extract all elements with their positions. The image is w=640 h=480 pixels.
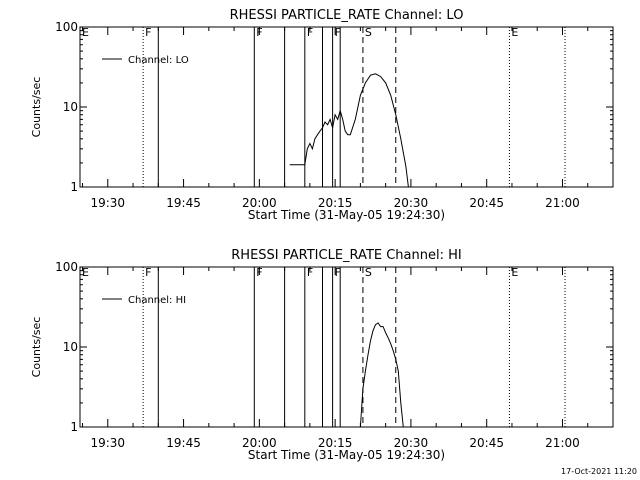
x-tick-label: 19:30 xyxy=(90,436,125,450)
annotation-label: E xyxy=(511,26,518,39)
x-tick-label: 19:30 xyxy=(90,196,125,210)
x-tick-label: 19:45 xyxy=(166,436,201,450)
y-axis-label: Counts/sec xyxy=(30,77,43,138)
chart-panel-2: RHESSI PARTICLE_RATE Channel: HI Counts/s… xyxy=(30,248,614,462)
annotation-label: E xyxy=(82,266,89,279)
x-tick-label: 19:45 xyxy=(166,196,201,210)
y-tick-label: 100 xyxy=(55,20,78,34)
footer-timestamp: 17-Oct-2021 11:20 xyxy=(561,467,637,476)
series-line xyxy=(289,73,409,188)
annotation-label: F xyxy=(335,266,341,279)
x-tick-label: 20:30 xyxy=(394,436,429,450)
x-tick-label: 20:45 xyxy=(469,436,504,450)
annotation-label: S xyxy=(365,26,372,39)
legend-label: Channel: HI xyxy=(128,295,186,306)
annotation-label: F xyxy=(256,26,262,39)
annotation-label: F xyxy=(335,26,341,39)
y-tick-label: 1 xyxy=(70,420,78,434)
annotation-label: F xyxy=(145,26,151,39)
x-axis-label: Start Time (31-May-05 19:24:30) xyxy=(248,208,445,222)
annotation-label: F xyxy=(307,26,313,39)
y-tick-label: 10 xyxy=(63,100,78,114)
legend-label: Channel: LO xyxy=(128,55,189,66)
annotation-label: F xyxy=(145,266,151,279)
plot-frame xyxy=(79,26,614,188)
annotation-label: F xyxy=(307,266,313,279)
annotation-label: S xyxy=(365,266,372,279)
x-tick-label: 21:00 xyxy=(545,196,580,210)
y-tick-label: 100 xyxy=(55,260,78,274)
x-tick-label: 20:00 xyxy=(242,196,277,210)
x-tick-label: 20:30 xyxy=(394,196,429,210)
x-tick-label: 20:45 xyxy=(469,196,504,210)
series-line xyxy=(359,322,404,428)
y-axis-label: Counts/sec xyxy=(30,317,43,378)
annotation-label: E xyxy=(82,26,89,39)
x-tick-label: 21:00 xyxy=(545,436,580,450)
x-tick-label: 20:00 xyxy=(242,436,277,450)
x-axis-label: Start Time (31-May-05 19:24:30) xyxy=(248,448,445,462)
chart-panel-1: RHESSI PARTICLE_RATE Channel: LO Counts/s… xyxy=(30,8,614,222)
plot-frame xyxy=(79,266,614,428)
annotation-label: F xyxy=(256,266,262,279)
annotation-label: E xyxy=(511,266,518,279)
x-tick-label: 20:15 xyxy=(318,436,353,450)
y-tick-label: 1 xyxy=(70,180,78,194)
chart-title: RHESSI PARTICLE_RATE Channel: LO xyxy=(230,8,464,23)
x-tick-label: 20:15 xyxy=(318,196,353,210)
chart-title: RHESSI PARTICLE_RATE Channel: HI xyxy=(231,248,461,263)
y-tick-label: 10 xyxy=(63,340,78,354)
